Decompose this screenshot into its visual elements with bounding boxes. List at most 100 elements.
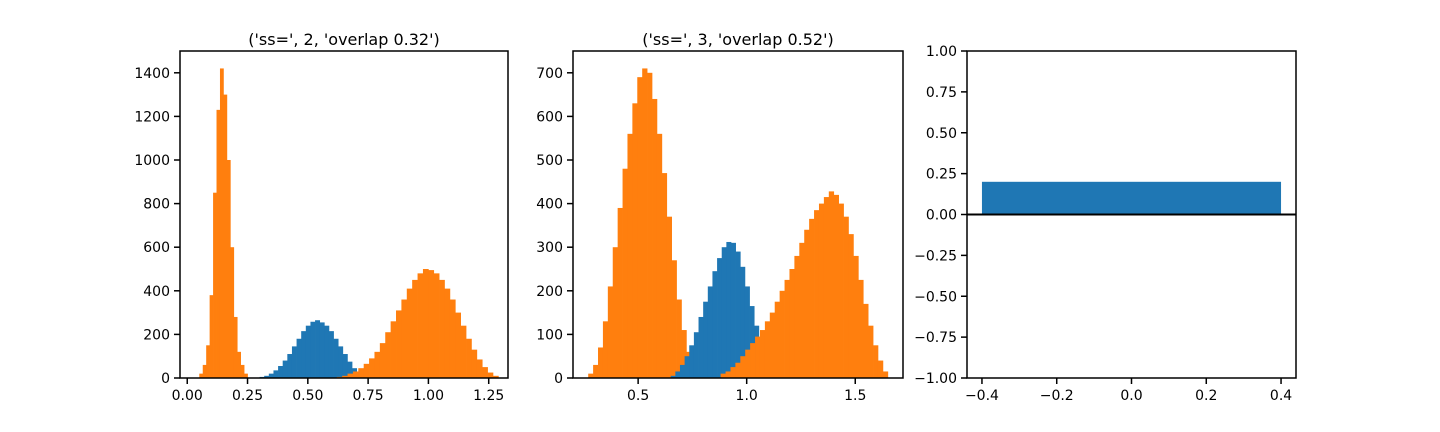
y-tick-label: −0.50	[914, 289, 957, 305]
y-tick-label: 0.75	[926, 85, 957, 101]
histogram-bar	[324, 325, 330, 378]
y-tick-label: −0.75	[914, 330, 957, 346]
histogram-bar	[656, 133, 663, 378]
histogram-bar	[853, 255, 859, 378]
histogram-bar	[693, 332, 699, 378]
y-tick-label: 0.25	[926, 167, 957, 183]
histogram-bar	[745, 349, 751, 378]
histogram-bar	[637, 77, 643, 378]
histogram-bar	[282, 360, 288, 378]
histogram-bar	[749, 306, 755, 378]
histogram-bar	[482, 367, 488, 378]
histogram-bar	[764, 321, 771, 378]
histogram-bar	[703, 301, 709, 378]
histogram-bar	[720, 373, 726, 378]
histogram-bar	[237, 351, 241, 378]
histogram-bar	[358, 368, 365, 378]
histogram-bar	[809, 218, 815, 378]
axes-frame	[179, 50, 509, 379]
histogram-bar	[401, 299, 408, 378]
histogram-bar	[670, 375, 676, 378]
histogram-bar	[278, 366, 284, 378]
histogram-bar	[202, 364, 207, 378]
histogram-bar	[385, 332, 391, 378]
histogram-bar	[593, 364, 599, 378]
histogram-bar	[684, 356, 690, 378]
x-tick-label: 1.00	[413, 388, 444, 404]
histogram-bar	[433, 273, 440, 378]
histogram-bar	[598, 347, 604, 378]
histogram-bar	[882, 371, 889, 378]
x-tick-label: 0.50	[292, 388, 323, 404]
histogram-bar	[233, 316, 238, 378]
bar-panel-3: −0.4 −0.2 0.0 0.2 0.4 −1.00 −0.75 −0.50 −0.25 0.0…	[914, 44, 1297, 404]
histogram-bar	[707, 286, 713, 378]
histogram-bar	[627, 133, 633, 378]
histogram-bar	[206, 345, 210, 378]
y-tick-label: 600	[143, 240, 170, 256]
histogram-bar	[671, 260, 677, 378]
y-tick-label: −0.25	[914, 248, 957, 264]
x-tick-label: 0.00	[172, 388, 203, 404]
x-tick-label: 0.75	[353, 388, 384, 404]
histogram-bar	[617, 207, 623, 378]
histogram-bar	[725, 371, 731, 378]
y-tick-label: 100	[536, 327, 563, 343]
histogram-bar	[315, 320, 321, 378]
histogram-bar	[873, 345, 879, 378]
chart-title: ('ss=', 2, 'overlap 0.32')	[248, 30, 439, 49]
histogram-bar	[838, 203, 844, 378]
histogram-bar	[301, 331, 307, 378]
histogram-bar	[412, 279, 418, 378]
bar	[981, 181, 1282, 215]
histogram-panel-2: ('ss=', 3, 'overlap 0.52') 0.5 1.0 1.5 0 100…	[536, 30, 904, 404]
histogram-bar	[877, 360, 884, 378]
histogram-bar	[305, 325, 311, 378]
histogram-bar	[622, 168, 628, 378]
histogram-bar	[363, 363, 370, 378]
x-tick-label: 1.0	[736, 388, 758, 404]
y-tick-label: 0	[161, 371, 170, 387]
y-tick-label: 1200	[134, 109, 170, 125]
y-tick-label: −1.00	[914, 371, 957, 387]
histogram-bar	[319, 322, 325, 378]
histogram-bar	[460, 325, 467, 378]
histogram-bar	[698, 316, 704, 378]
histogram-bar	[681, 330, 687, 378]
histogram-bar	[369, 358, 375, 378]
histogram-bar	[492, 375, 499, 378]
histogram-bar	[833, 194, 839, 378]
histogram-bar	[268, 373, 274, 378]
histogram-bar	[219, 68, 224, 378]
y-tick-label: 0	[554, 371, 563, 387]
x-tick-label: 0.2	[1195, 388, 1217, 404]
histogram-bar	[868, 325, 874, 378]
histogram-bar	[863, 303, 869, 378]
histogram-bar	[444, 288, 451, 378]
x-tick-label: 0.25	[232, 388, 263, 404]
histogram-bar	[789, 269, 795, 378]
histogram-bar	[740, 356, 746, 378]
x-tick-label: 0.0	[1120, 388, 1142, 404]
chart-title: ('ss=', 3, 'overlap 0.52')	[642, 30, 833, 49]
histogram-bar	[750, 343, 756, 378]
histogram-bar	[774, 301, 780, 378]
histogram-bar	[328, 331, 334, 378]
histogram-bar	[740, 266, 746, 378]
histogram-bar	[676, 299, 682, 378]
y-tick-label: 300	[536, 240, 563, 256]
y-tick-label: 400	[536, 197, 563, 213]
histogram-bar	[466, 338, 472, 378]
histogram-bar	[230, 247, 235, 378]
y-tick-label: 200	[536, 284, 563, 300]
y-tick-label: 400	[143, 284, 170, 300]
histogram-bar	[843, 216, 849, 378]
histogram-bar	[471, 349, 478, 378]
histogram-bar	[759, 330, 766, 378]
histogram-bar	[607, 286, 614, 378]
histogram-bar	[347, 373, 354, 378]
histogram-bar	[735, 362, 741, 378]
y-tick-label: 700	[536, 66, 563, 82]
histogram-bar	[679, 364, 685, 378]
histogram-bar	[216, 109, 221, 379]
